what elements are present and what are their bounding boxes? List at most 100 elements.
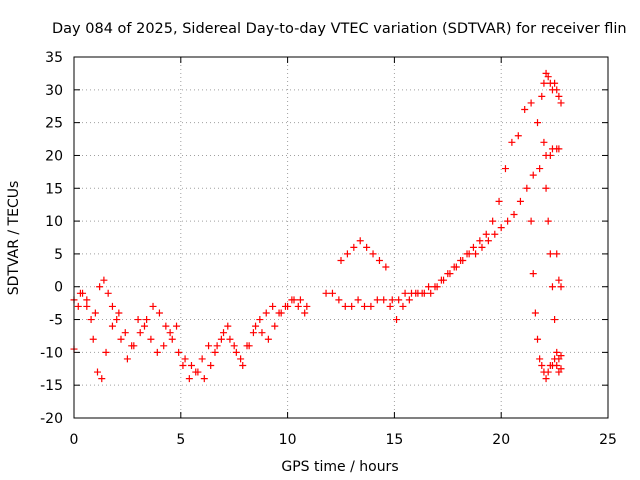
data-point [482,230,490,238]
data-point [91,309,99,317]
data-point [452,263,460,271]
data-point [87,316,95,324]
data-point [134,316,142,324]
data-point [551,316,559,324]
data-point [427,289,435,297]
data-point [553,348,561,356]
data-point [557,365,565,373]
data-point [557,283,565,291]
data-point [553,361,561,369]
data-point [83,296,91,304]
data-point [529,171,537,179]
data-point [388,296,396,304]
data-point [205,342,213,350]
data-point [542,151,550,159]
data-point [557,352,565,360]
data-point [356,237,364,245]
y-tick-label: 5 [54,247,63,263]
data-point [407,289,415,297]
data-point [337,256,345,264]
data-point [198,355,206,363]
data-point [508,138,516,146]
data-point [555,145,563,153]
data-point [123,355,131,363]
data-point [226,335,234,343]
y-tick-label: 30 [45,83,63,99]
data-point [538,361,546,369]
series [553,250,565,291]
x-tick-label: 20 [492,432,510,448]
y-tick-label: 15 [45,181,63,197]
x-tick-label: 0 [70,432,79,448]
data-point [446,270,454,278]
data-point [149,302,157,310]
data-point [181,355,189,363]
data-point [187,361,195,369]
data-point [303,302,311,310]
data-point [534,335,542,343]
data-point [527,217,535,225]
data-point [367,302,375,310]
data-point [256,316,264,324]
data-point [531,309,539,317]
data-point [74,302,82,310]
data-point [232,348,240,356]
data-point [469,243,477,251]
data-point [380,296,388,304]
data-point [239,361,247,369]
data-point [369,250,377,258]
data-point [557,99,565,107]
data-point [194,368,202,376]
data-point [185,375,193,383]
data-point [476,237,484,245]
data-point [160,342,168,350]
data-point [544,217,552,225]
x-axis-label: GPS time / hours [281,459,398,475]
data-point [360,302,368,310]
y-tick-label: -5 [49,313,63,329]
data-point [393,316,401,324]
data-point [98,375,106,383]
data-point [433,283,441,291]
data-point [538,92,546,100]
data-point [399,302,407,310]
data-point [130,342,138,350]
data-point [551,79,559,87]
data-point [350,243,358,251]
data-point [484,237,492,245]
data-point [465,250,473,258]
plot-frame [73,56,609,419]
data-point [544,73,552,81]
data-point [542,184,550,192]
data-point [386,302,394,310]
data-point [213,342,221,350]
data-point [373,296,381,304]
data-point [514,132,522,140]
data-point [335,296,343,304]
data-point [93,368,101,376]
data-point [548,283,556,291]
y-tick-label: 20 [45,148,63,164]
data-point [401,289,409,297]
data-point [79,289,87,297]
x-tick-label: 5 [176,432,185,448]
grid [74,57,608,418]
data-point [521,106,529,114]
data-point [102,348,110,356]
data-point [495,197,503,205]
data-point [290,296,298,304]
y-tick-label: -20 [40,411,63,427]
series [322,99,561,324]
data-point [489,217,497,225]
y-tick-label: 0 [54,280,63,296]
data-point [553,250,561,258]
data-point [155,309,163,317]
series [70,276,311,383]
data-point [527,99,535,107]
data-point [269,302,277,310]
data-point [249,329,257,337]
data-point [262,309,270,317]
data-point [540,138,548,146]
data-point [140,322,148,330]
